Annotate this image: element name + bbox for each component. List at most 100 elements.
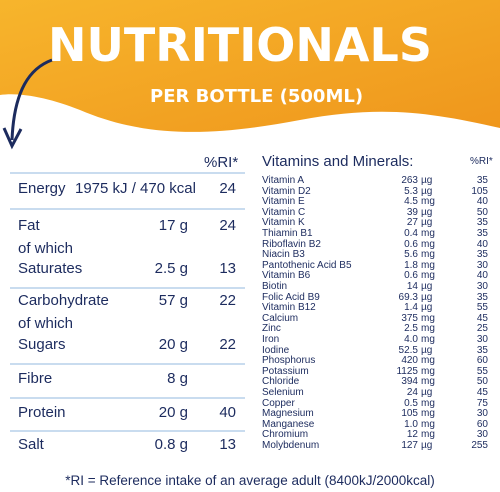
vitamin-ri: 45	[476, 387, 488, 398]
nutrient-amount: 17 g	[158, 217, 188, 234]
vitamin-unit: µg	[421, 440, 433, 451]
vitamin-amount: 69.3	[398, 291, 418, 303]
vitamin-name: Folic Acid B9	[262, 291, 320, 303]
vitamin-ri: 45	[476, 312, 488, 324]
vitamin-unit: mg	[421, 334, 435, 345]
nutrient-ri: 13	[219, 260, 236, 277]
vitamin-unit: µg	[421, 387, 433, 398]
nutrient-amount: 0.8 g	[154, 436, 188, 453]
vitamin-amount: 0.4	[404, 228, 418, 239]
vitamin-unit: mg	[421, 312, 435, 324]
title: NUTRITIONALS	[48, 18, 432, 72]
vitamin-name: Phosphorus	[262, 355, 316, 367]
vitamin-ri: 35	[476, 175, 488, 186]
vitamin-amount: 1125	[396, 365, 418, 377]
vitamin-name: Vitamin D2	[262, 185, 311, 197]
nutrient-label: Fibre	[18, 370, 53, 387]
nutrient-label: of which	[18, 315, 74, 332]
vitamin-ri: 40	[476, 238, 488, 250]
vitamin-unit: mg	[421, 408, 435, 420]
nutrient-amount: 1975 kJ / 470 kcal	[75, 180, 196, 197]
separator	[10, 363, 245, 365]
vitamin-name: Calcium	[262, 312, 299, 324]
vitamin-name: Thiamin B1	[262, 228, 313, 239]
vitamin-unit: mg	[421, 249, 435, 261]
vitamin-amount: 5.6	[404, 249, 418, 261]
vitamin-ri: 105	[471, 185, 488, 197]
vitamin-amount: 12	[406, 429, 418, 441]
vitamin-amount: 39	[406, 206, 418, 218]
nutrient-ri: 13	[219, 436, 236, 453]
subtitle: PER BOTTLE (500ML)	[150, 86, 364, 107]
vitamin-ri: 40	[476, 270, 488, 282]
vitamin-ri: 30	[476, 334, 488, 345]
vitamin-name: Iron	[262, 334, 280, 345]
nutrient-ri: 22	[219, 292, 236, 309]
vitamin-unit: µg	[421, 175, 433, 186]
vitamin-unit: mg	[421, 259, 435, 271]
vitamin-ri: 30	[476, 281, 488, 292]
vitamin-ri: 55	[476, 365, 488, 377]
vitamin-ri: 50	[476, 206, 488, 218]
vitamin-unit: µg	[421, 344, 433, 356]
vitamin-ri: 55	[476, 302, 488, 314]
vitamin-amount: 2.5	[404, 323, 418, 335]
vitamin-name: Molybdenum	[262, 440, 320, 451]
vitamin-amount: 5.3	[404, 185, 418, 197]
nutrient-label: Salt	[18, 436, 44, 453]
vitamin-ri: 40	[476, 196, 488, 208]
nutrient-ri: 40	[219, 404, 236, 421]
vitamin-name: Pantothenic Acid B5	[262, 259, 352, 271]
vitamin-name: Vitamin B6	[262, 270, 311, 282]
vitamin-unit: µg	[421, 291, 433, 303]
vitamin-amount: 0.6	[404, 238, 418, 250]
vitamin-ri: 255	[471, 440, 488, 451]
ri-header: %RI*	[204, 154, 239, 171]
vitamin-ri: 60	[476, 418, 488, 430]
vitamin-name: Vitamin K	[262, 217, 305, 229]
vitamin-name: Chloride	[262, 376, 300, 388]
vitamin-amount: 375	[401, 312, 418, 324]
vitamin-name: Zinc	[262, 323, 281, 335]
vitamin-ri: 35	[476, 344, 488, 356]
vitamin-name: Magnesium	[262, 408, 314, 420]
separator	[10, 430, 245, 432]
vitamin-name: Potassium	[262, 365, 309, 377]
vitamin-amount: 4.5	[404, 196, 418, 208]
vitamin-name: Vitamin C	[262, 206, 306, 218]
vitamin-amount: 52.5	[398, 344, 418, 356]
nutrient-label: of which	[18, 240, 74, 257]
vitamins-title: Vitamins and Minerals:	[262, 153, 414, 170]
separator	[10, 208, 245, 210]
vitamin-unit: mg	[421, 228, 435, 239]
vitamin-amount: 263	[401, 175, 418, 186]
nutrient-amount: 8 g	[167, 370, 188, 387]
vitamin-amount: 105	[401, 408, 418, 420]
vitamin-ri: 75	[476, 397, 488, 409]
vitamin-name: Chromium	[262, 429, 309, 441]
separator	[10, 287, 245, 289]
vitamin-amount: 420	[401, 355, 418, 367]
vitamin-amount: 14	[406, 281, 418, 292]
vitamin-amount: 27	[406, 217, 418, 229]
header-band	[0, 0, 500, 150]
vitamin-ri: 35	[476, 249, 488, 261]
vitamin-name: Selenium	[262, 387, 304, 398]
vitamin-unit: mg	[421, 270, 435, 282]
nutrient-label: Fat	[18, 217, 40, 234]
nutrient-label: Saturates	[18, 260, 83, 277]
vitamin-unit: mg	[421, 238, 435, 250]
vitamin-name: Manganese	[262, 418, 315, 430]
vitamin-amount: 127	[401, 440, 418, 451]
vitamin-name: Vitamin E	[262, 196, 305, 208]
vitamin-unit: mg	[421, 397, 435, 409]
vitamins-ri-header: %RI*	[470, 156, 493, 167]
vitamin-name: Riboflavin B2	[262, 238, 321, 250]
vitamin-name: Iodine	[262, 344, 290, 356]
vitamin-unit: mg	[421, 376, 435, 388]
vitamin-unit: µg	[421, 217, 433, 229]
nutrient-amount: 20 g	[158, 404, 188, 421]
vitamin-name: Copper	[262, 397, 295, 409]
vitamin-unit: mg	[421, 365, 435, 377]
vitamin-amount: 394	[401, 376, 418, 388]
